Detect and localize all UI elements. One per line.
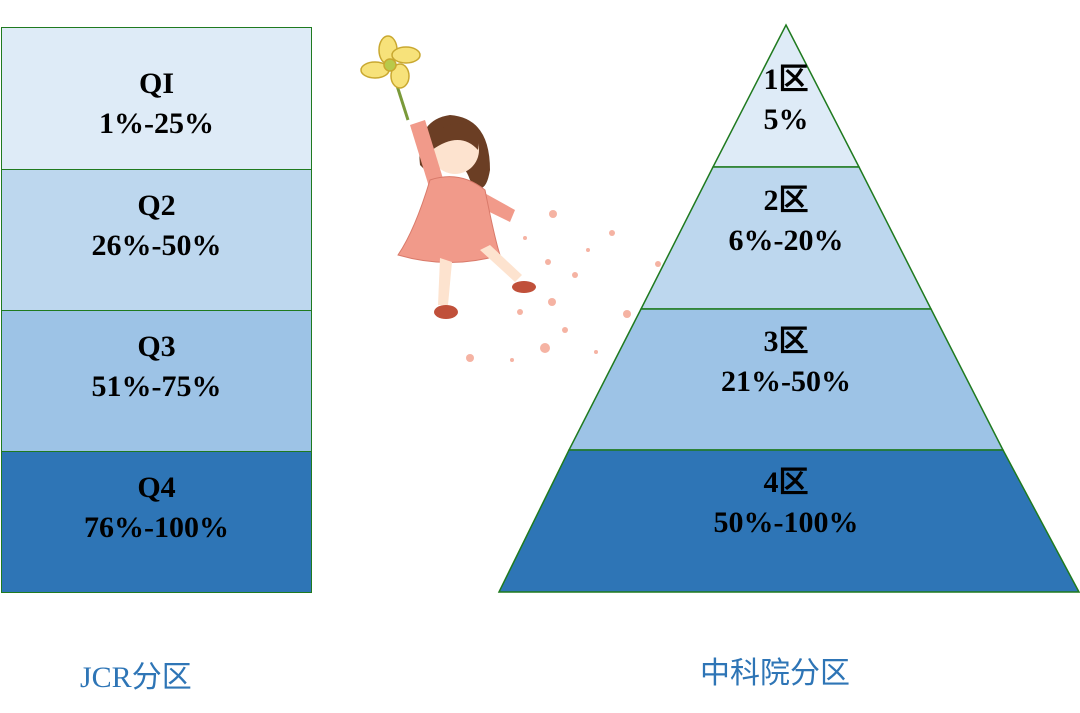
- band-range: 76%-100%: [84, 511, 229, 544]
- band-range: 1%-25%: [99, 107, 214, 140]
- band-name: QI: [138, 67, 174, 100]
- tier-name: 4区: [763, 466, 809, 499]
- tier-range: 21%-50%: [721, 365, 851, 398]
- tier-range: 5%: [763, 103, 809, 136]
- jcr-band-q4: Q4 76%-100%: [1, 451, 312, 593]
- band-range: 26%-50%: [91, 229, 222, 262]
- pyramid-tier-4-label: 4区 50%-100%: [636, 463, 936, 543]
- band-name: Q3: [137, 330, 176, 363]
- cas-caption: 中科院分区: [700, 657, 850, 690]
- tier-name: 1区: [763, 63, 809, 96]
- jcr-caption: JCR分区: [80, 661, 192, 694]
- band-name: Q2: [137, 189, 176, 222]
- pyramid-tier-4: [497, 449, 1080, 593]
- tier-name: 2区: [763, 184, 809, 217]
- tier-range: 6%-20%: [728, 224, 844, 257]
- band-name: Q4: [137, 471, 176, 504]
- jcr-band-q1: QI 1%-25%: [1, 27, 312, 170]
- pyramid-tier-2-label: 2区 6%-20%: [636, 181, 936, 261]
- pyramid-tier-1-label: 1区 5%: [636, 60, 936, 140]
- tier-range: 50%-100%: [713, 506, 859, 539]
- girl-illustration: [360, 35, 661, 362]
- tier-name: 3区: [763, 325, 809, 358]
- jcr-band-q2: Q2 26%-50%: [1, 169, 312, 311]
- band-range: 51%-75%: [91, 370, 222, 403]
- pyramid-tier-3-label: 3区 21%-50%: [636, 322, 936, 402]
